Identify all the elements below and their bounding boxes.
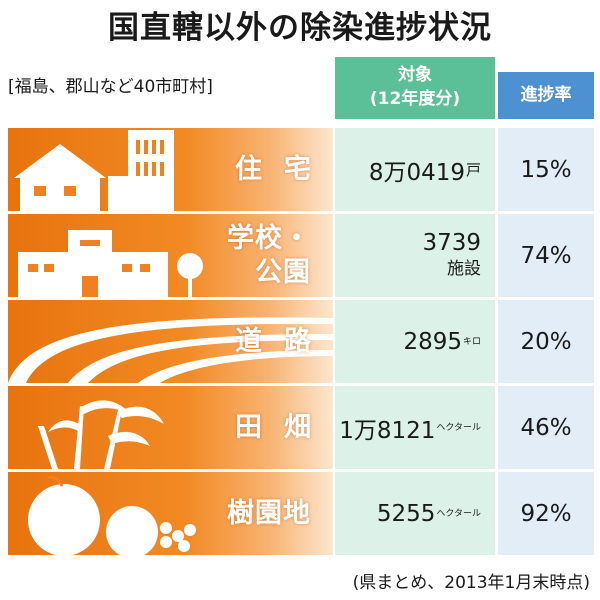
page-title: 国直轄以外の除染進捗状況 bbox=[108, 10, 492, 46]
rice-plant-icon bbox=[38, 400, 164, 469]
target-value: 1万8121 bbox=[339, 417, 436, 444]
target-unit: キロ bbox=[462, 336, 481, 347]
fruit-icon bbox=[28, 475, 196, 555]
target-value: 5255 bbox=[376, 500, 436, 527]
rate-cell: 74% bbox=[498, 214, 594, 297]
category-label: 学校・ 公園 bbox=[227, 214, 311, 297]
category-name: 道路 bbox=[235, 325, 333, 357]
category-cell: 学校・ 公園 bbox=[8, 214, 333, 297]
house-icon bbox=[14, 130, 174, 211]
category-label: 田畑 bbox=[235, 386, 311, 469]
target-unit: ヘクタール bbox=[436, 422, 481, 433]
rate-cell: 15% bbox=[498, 128, 594, 211]
category-label: 樹園地 bbox=[227, 472, 311, 555]
source-footnote: (県まとめ、2013年1月末時点) bbox=[352, 573, 590, 593]
target-cell: 8万0419 戸 bbox=[335, 128, 495, 211]
table-row-housing: 住宅 8万0419 戸 15% bbox=[8, 128, 594, 211]
target-header-period: (12年度分) bbox=[369, 89, 461, 109]
category-name-line1: 学校・ bbox=[227, 222, 311, 254]
target-unit: ヘクタール bbox=[436, 508, 481, 519]
category-cell: 道路 bbox=[8, 300, 333, 383]
category-cell: 住宅 bbox=[8, 128, 333, 211]
category-name: 樹園地 bbox=[227, 497, 311, 529]
target-value: 3739 bbox=[422, 229, 481, 256]
target-cell: 5255 ヘクタール bbox=[335, 472, 495, 555]
road-icon bbox=[8, 317, 333, 383]
category-cell: 田畑 bbox=[8, 386, 333, 469]
table-row-orchards: 樹園地 5255 ヘクタール 92% bbox=[8, 472, 594, 555]
category-cell: 樹園地 bbox=[8, 472, 333, 555]
category-name: 住宅 bbox=[235, 153, 333, 185]
table-row-schools-parks: 学校・ 公園 3739 施設 74% bbox=[8, 214, 594, 297]
school-icon bbox=[18, 230, 203, 297]
target-value: 2895 bbox=[403, 328, 462, 355]
category-label: 道路 bbox=[235, 300, 311, 383]
category-label: 住宅 bbox=[235, 128, 311, 211]
target-cell: 2895 キロ bbox=[335, 300, 495, 383]
target-unit: 戸 bbox=[465, 161, 481, 179]
rate-cell: 46% bbox=[498, 386, 594, 469]
scope-note: [福島、郡山など40市町村] bbox=[8, 77, 213, 97]
rate-column-header: 進捗率 bbox=[498, 72, 594, 119]
target-value: 8万0419 bbox=[368, 159, 465, 186]
rate-cell: 92% bbox=[498, 472, 594, 555]
category-name: 田畑 bbox=[235, 411, 333, 443]
target-stack: 3739 施設 bbox=[422, 230, 481, 282]
rate-cell: 20% bbox=[498, 300, 594, 383]
target-unit: 施設 bbox=[447, 258, 481, 279]
target-cell: 1万8121 ヘクタール bbox=[335, 386, 495, 469]
target-column-header: 対象 (12年度分) bbox=[335, 57, 495, 119]
target-cell: 3739 施設 bbox=[335, 214, 495, 297]
table-row-farmland: 田畑 1万8121 ヘクタール 46% bbox=[8, 386, 594, 469]
table-row-roads: 道路 2895 キロ 20% bbox=[8, 300, 594, 383]
target-header-label: 対象 bbox=[398, 65, 432, 85]
category-name-line2: 公園 bbox=[255, 256, 311, 288]
